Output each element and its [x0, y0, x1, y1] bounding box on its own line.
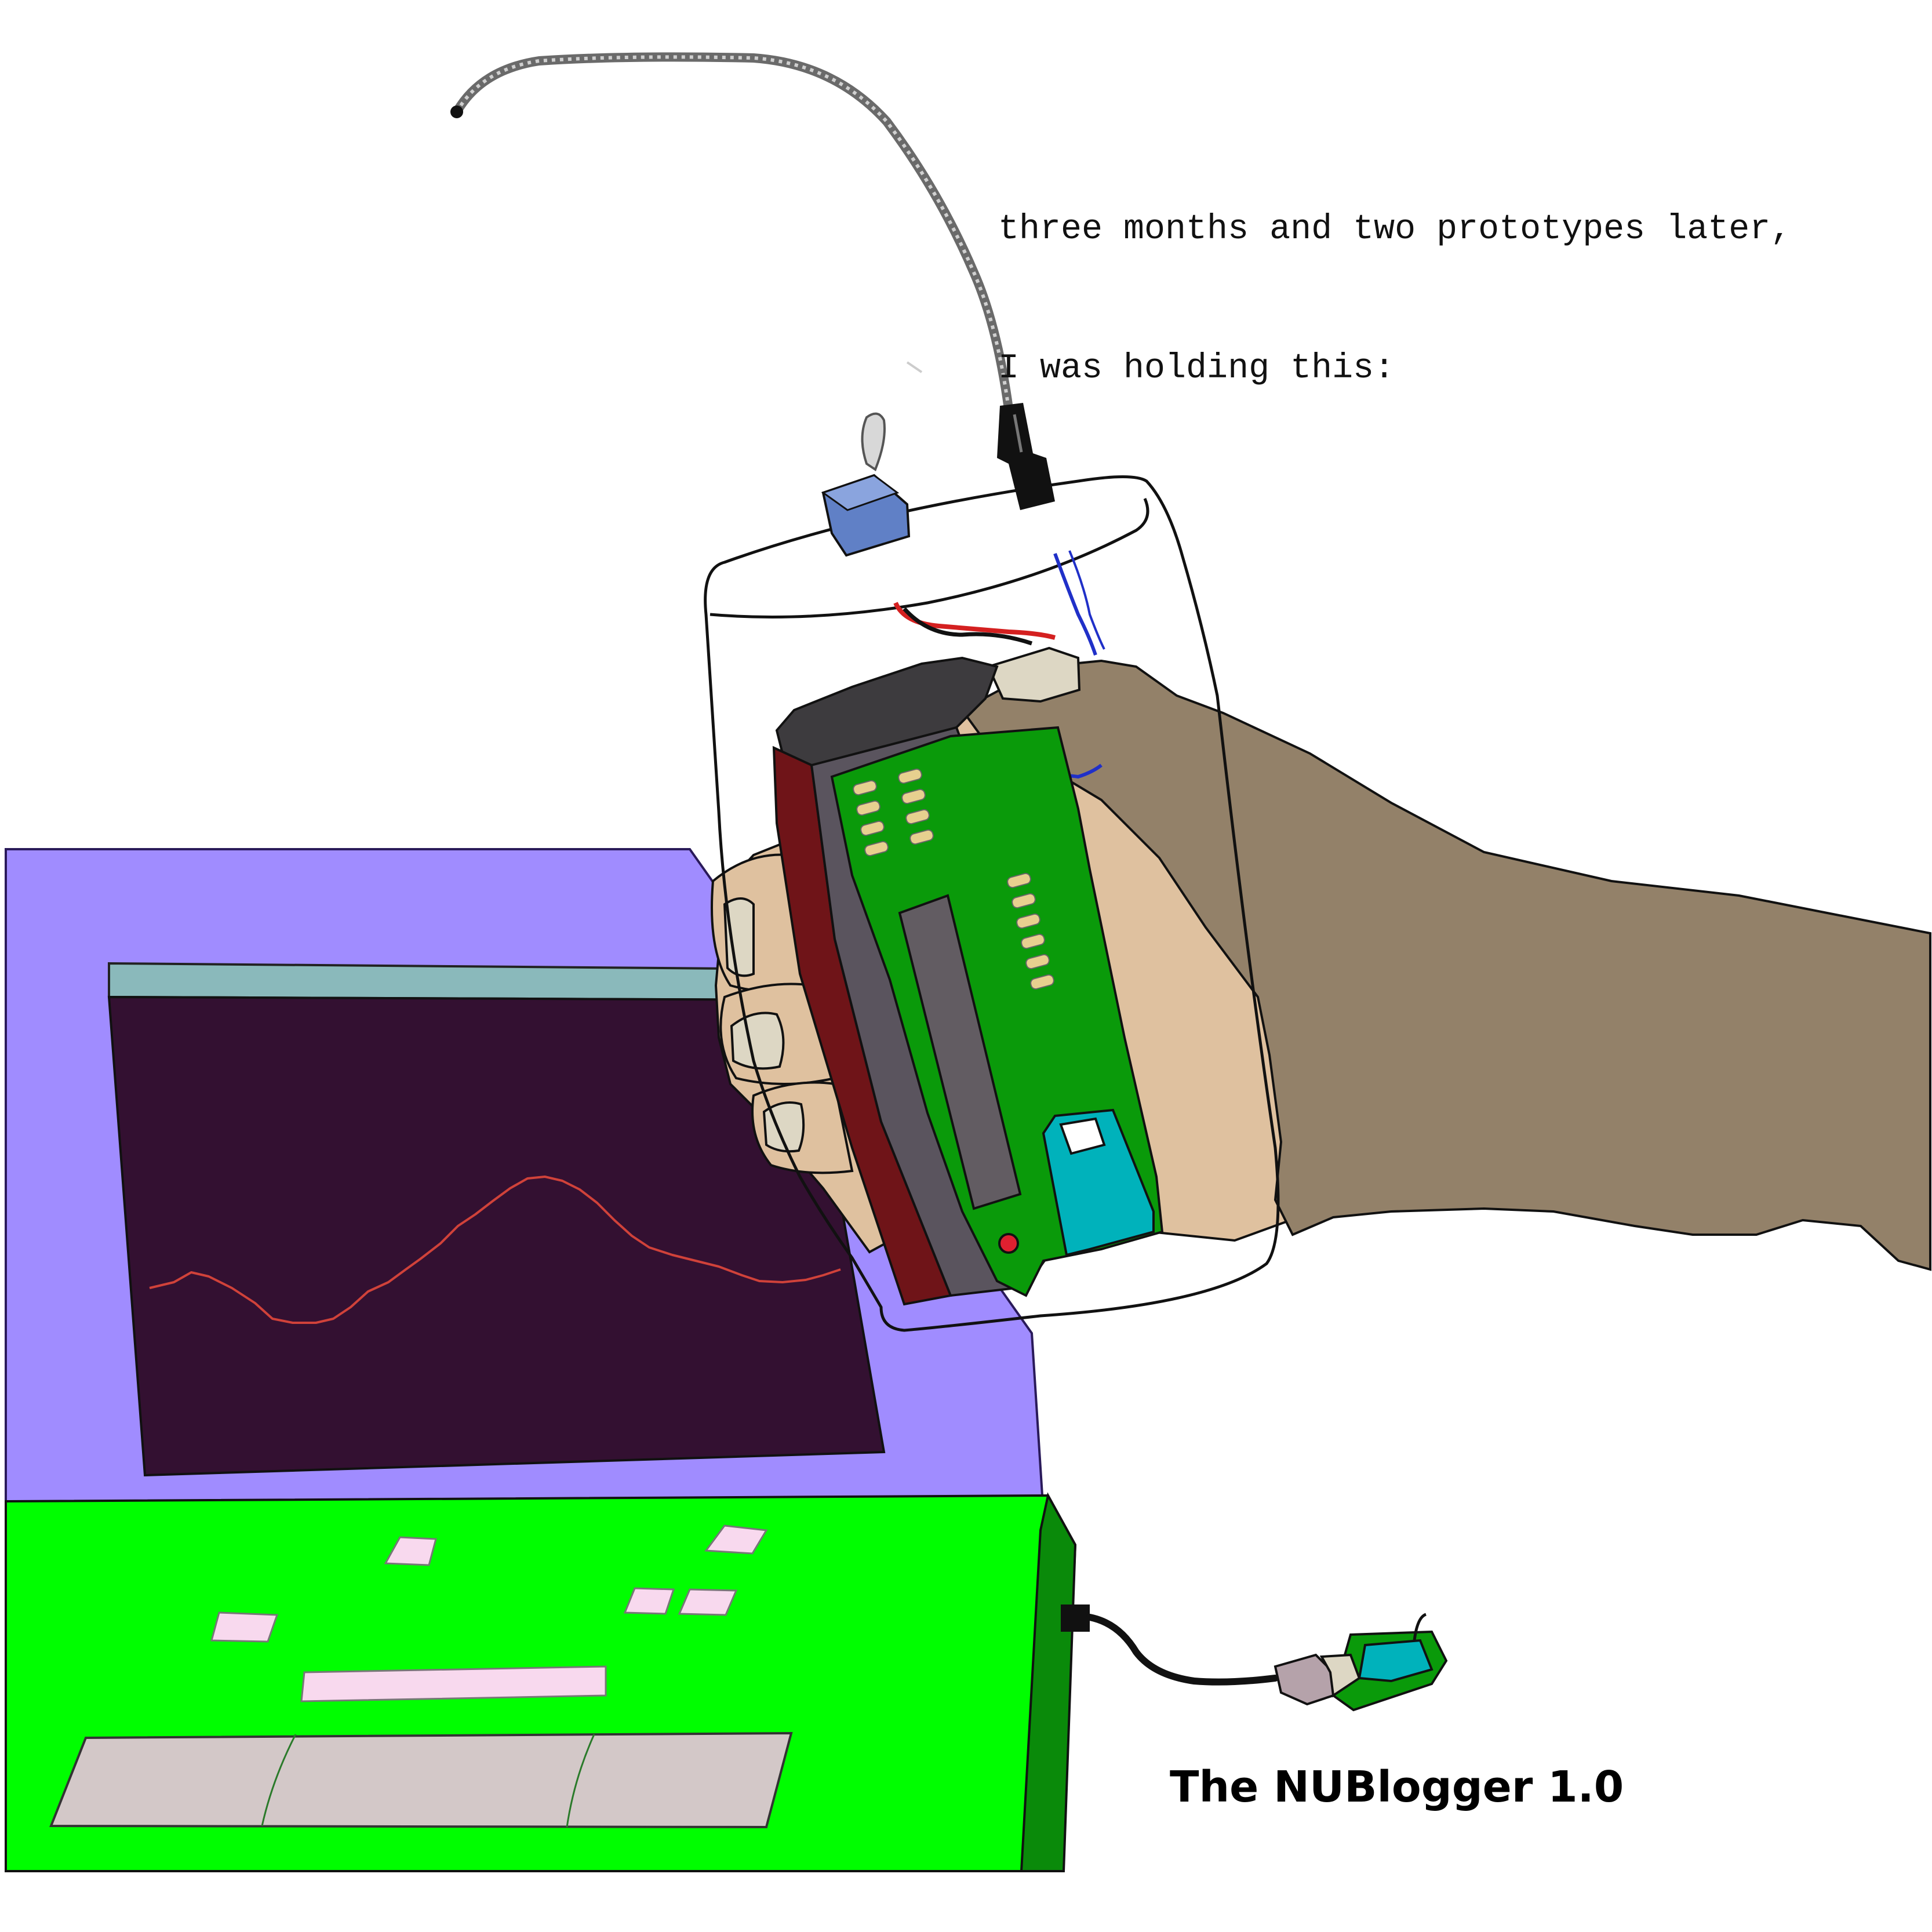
pcb-pads-left: [853, 768, 934, 857]
caption-text: three months and two prototypes later, I…: [998, 114, 1791, 438]
pcb-pad: [898, 768, 922, 784]
blue-wire: [1068, 550, 1105, 650]
key: [704, 1525, 768, 1555]
toggle-switch-top: [821, 474, 900, 511]
laptop-base-side: [1020, 1492, 1077, 1872]
pcb-pad: [856, 800, 881, 816]
key: [678, 1588, 738, 1616]
laptop-screen-titlebar: [108, 962, 807, 1002]
usb-cable: [1086, 1614, 1279, 1686]
trackpad-divider: [261, 1734, 297, 1827]
usb-dongle-module: [1358, 1639, 1433, 1683]
pcb-pad: [905, 809, 930, 825]
pcb-pad: [860, 820, 885, 836]
stray-mark: [906, 361, 923, 373]
radio-module-chip: [1059, 1117, 1106, 1155]
pcb-pad: [1021, 933, 1045, 949]
caption-line-1: three months and two prototypes later,: [998, 210, 1792, 249]
caption-line-2: I was holding this:: [998, 349, 1395, 388]
enclosure-top-rim: [710, 498, 1149, 618]
pcb-pad: [1012, 893, 1036, 909]
key: [623, 1587, 675, 1615]
spacebar: [300, 1665, 607, 1702]
thumbnail: [987, 646, 1081, 703]
usb-plug: [1061, 1604, 1090, 1632]
waveform-line: [149, 1176, 841, 1324]
pcb-pad: [1007, 872, 1031, 889]
nublogger-device: [450, 52, 1280, 1332]
pcb-pad: [853, 780, 877, 796]
connector-highlight: [1013, 414, 1023, 453]
usb-connector-end: [1319, 1653, 1361, 1698]
antenna-cable: [452, 52, 1013, 413]
blue-wire: [1053, 552, 1097, 656]
pcb-pad: [909, 829, 934, 845]
trackpad-divider: [566, 1734, 595, 1828]
pcb-pad: [1030, 974, 1054, 990]
usb-receiver: [1061, 1604, 1448, 1712]
laptop-screen: [107, 995, 886, 1477]
fingernail: [730, 1012, 785, 1070]
antenna-cable-texture: [455, 55, 1010, 409]
pcb-pad: [864, 841, 889, 857]
red-wire: [893, 602, 1056, 640]
lcd-display: [898, 894, 1022, 1210]
pcb-pads-right: [1007, 872, 1054, 990]
antenna-tip: [450, 105, 463, 118]
pcb-pad: [1025, 954, 1050, 970]
toggle-lever: [861, 412, 886, 472]
status-led: [998, 1233, 1019, 1254]
usb-antenna: [1413, 1613, 1427, 1641]
pcb-pad: [901, 788, 926, 805]
fingernail: [762, 1101, 805, 1153]
cable-connector: [997, 403, 1055, 510]
key: [210, 1611, 279, 1643]
device-enclosure: [704, 475, 1280, 1332]
glove: [960, 659, 1931, 1271]
pcb-pad: [1016, 913, 1040, 929]
product-title: The NUBlogger 1.0: [1170, 1762, 1624, 1812]
black-wire: [903, 607, 1033, 646]
trackpad: [49, 1731, 793, 1829]
key: [384, 1536, 437, 1566]
fingernail: [723, 897, 755, 977]
